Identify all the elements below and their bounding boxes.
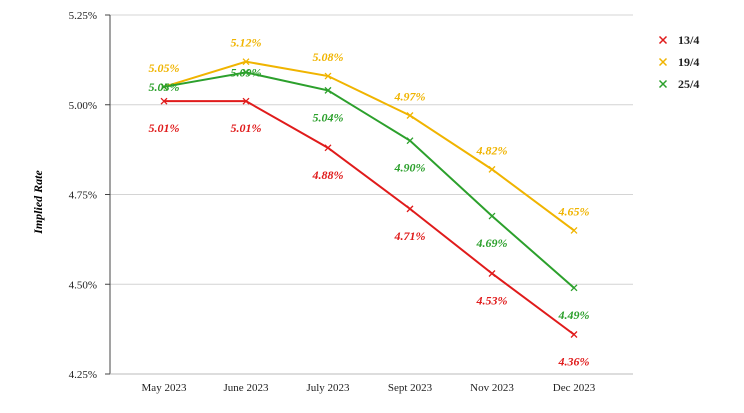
legend-label: 25/4 xyxy=(678,77,699,91)
y-tick-label: 5.25% xyxy=(69,10,97,22)
data-label: 5.01% xyxy=(149,121,180,135)
data-point xyxy=(324,86,332,94)
data-point xyxy=(570,226,578,234)
series-line xyxy=(163,71,575,289)
data-label: 5.04% xyxy=(313,110,344,124)
data-point xyxy=(324,144,332,152)
data-point xyxy=(324,72,332,80)
data-label: 4.97% xyxy=(394,90,426,104)
data-point xyxy=(242,68,250,76)
data-label: 4.71% xyxy=(394,229,426,243)
series-line xyxy=(163,60,575,232)
data-label: 5.12% xyxy=(231,36,262,50)
data-point xyxy=(488,270,496,277)
data-point xyxy=(160,83,168,91)
x-tick-label: June 2023 xyxy=(224,382,269,394)
data-label: 4.69% xyxy=(476,236,508,250)
data-point xyxy=(488,212,496,220)
x-tick-label: July 2023 xyxy=(306,382,350,394)
data-label: 5.01% xyxy=(231,121,262,135)
data-label: 4.82% xyxy=(476,143,508,157)
data-label: 5.05% xyxy=(149,80,180,94)
data-point xyxy=(570,284,578,292)
y-tick-label: 4.50% xyxy=(69,279,97,291)
y-tick-label: 4.75% xyxy=(69,190,97,202)
legend-marker xyxy=(658,79,668,89)
data-point xyxy=(570,331,578,338)
grid-lines xyxy=(110,14,633,285)
data-point xyxy=(242,97,250,105)
data-label: 4.88% xyxy=(312,168,344,182)
series-lines xyxy=(160,58,578,338)
y-tick-label: 4.25% xyxy=(69,369,97,381)
legend-marker xyxy=(658,57,668,67)
data-label: 4.65% xyxy=(558,204,590,218)
data-labels: 5.01% 5.01% 4.88% 4.71% 4.53% 4.36% 5.05% 5.12%… xyxy=(149,36,590,369)
data-label: 4.36% xyxy=(558,355,590,369)
data-label: 5.09% xyxy=(231,65,262,79)
legend: 13/4 19/4 25/4 xyxy=(658,33,699,91)
data-point xyxy=(406,112,414,119)
data-point xyxy=(242,58,250,66)
data-point xyxy=(406,205,414,213)
legend-marker xyxy=(658,35,668,45)
data-label: 5.08% xyxy=(313,50,344,64)
data-label: 4.90% xyxy=(394,161,426,175)
data-point xyxy=(488,165,496,173)
x-tick-label: Dec 2023 xyxy=(553,382,596,394)
data-label: 5.05% xyxy=(149,61,180,75)
y-tick-label: 5.00% xyxy=(69,100,97,112)
data-point xyxy=(160,97,168,105)
legend-label: 19/4 xyxy=(678,55,699,69)
series-line xyxy=(164,100,575,336)
data-label: 4.53% xyxy=(476,293,508,307)
data-point xyxy=(406,137,414,145)
legend-label: 13/4 xyxy=(678,33,699,47)
x-tick-label: May 2023 xyxy=(142,382,187,394)
axes: 4.25% 4.50% 4.75% 5.00% 5.25% May 2023 June 20… xyxy=(69,10,633,394)
y-axis-label: Implied Rate xyxy=(31,170,45,235)
x-tick-label: Nov 2023 xyxy=(470,382,514,394)
x-tick-label: Sept 2023 xyxy=(388,382,433,394)
data-label: 4.49% xyxy=(558,308,590,322)
